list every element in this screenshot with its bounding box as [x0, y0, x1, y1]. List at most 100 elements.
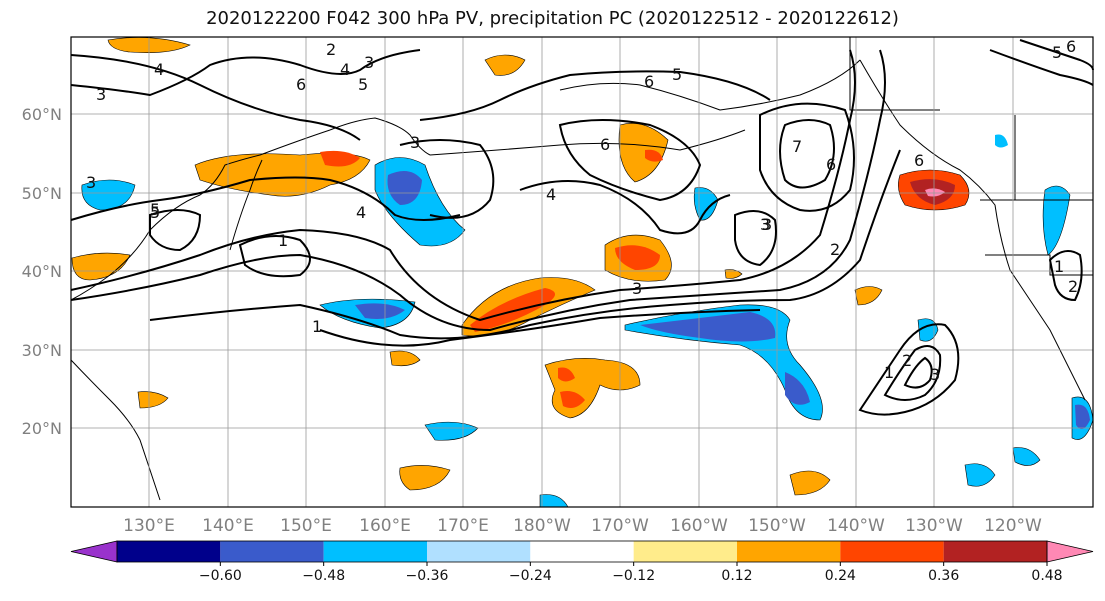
pv-contour [70, 176, 461, 221]
precip-patch [785, 372, 810, 405]
pv-label: 6 [600, 135, 610, 154]
coastline-japan [229, 159, 263, 251]
precip-patch [693, 187, 719, 221]
lon-label: 180°W [513, 516, 571, 536]
map-title: 2020122200 F042 300 hPa PV, precipitatio… [206, 8, 899, 29]
pv-label: 1 [312, 317, 322, 336]
coastlines [70, 59, 1086, 501]
pv-contour [558, 119, 702, 202]
pv-contours [70, 39, 1094, 416]
lat-label: 50°N [22, 184, 62, 203]
pv-contour [759, 102, 855, 212]
pv-label: 3 [410, 133, 420, 152]
pv-label: 2 [902, 351, 912, 370]
colorbar-segment [117, 541, 221, 562]
pv-label: 4 [340, 60, 350, 79]
colorbar-extend-max [1046, 540, 1094, 563]
lat-label: 20°N [22, 419, 62, 438]
pv-contour [238, 235, 311, 278]
precip-patch [640, 312, 776, 342]
pv-contour [419, 70, 771, 121]
pv-contour-labels: 2 3 4 6 5 3 4 5 6 5 6 4 6 7 6 3 5 4 3 3 … [86, 37, 1078, 384]
pv-label: 4 [356, 203, 366, 222]
pv-contour [1019, 39, 1094, 71]
pv-contour [1048, 250, 1083, 302]
coastline-east-asia [70, 359, 161, 501]
colorbar-frame [116, 540, 1048, 563]
coastline-alaska [559, 59, 861, 111]
pv-contour [70, 49, 856, 322]
colorbar-tick-label: −0.24 [509, 568, 552, 584]
pv-label: 6 [1066, 37, 1076, 56]
precip-patch [320, 150, 360, 167]
colorbar-tick-label: 0.24 [825, 568, 856, 584]
colorbar-tick-label: 0.36 [928, 568, 959, 584]
pv-contour [70, 49, 421, 97]
lat-label: 60°N [22, 105, 62, 124]
colorbar-extend-min [70, 540, 118, 563]
precip-patch [789, 470, 831, 496]
colorbar-tick-label: −0.12 [612, 568, 655, 584]
pv-label: 5 [672, 65, 682, 84]
colorbar-segment [943, 541, 1047, 562]
precip-patch [995, 134, 1008, 148]
colorbar-segment [737, 541, 841, 562]
lon-label: 120°W [984, 516, 1042, 536]
pv-label: 6 [296, 75, 306, 94]
coastline-kamchatka [329, 117, 431, 156]
colorbar-segment [530, 541, 634, 562]
pv-label: 5 [358, 75, 368, 94]
lon-label: 130°E [123, 516, 175, 536]
pv-label: 7 [792, 137, 802, 156]
pv-label: 5 [150, 203, 160, 222]
precip-patch [964, 463, 996, 487]
precip-patch [484, 54, 526, 76]
latitude-labels: 60°N 50°N 40°N 30°N 20°N [22, 105, 62, 438]
precip-patch [355, 303, 405, 319]
precip-patch [1012, 447, 1041, 466]
precip-patch [615, 245, 660, 270]
pv-contour [883, 345, 942, 401]
pv-label: 5 [150, 200, 160, 219]
pv-label: 1 [278, 231, 288, 250]
precip-patch [470, 288, 555, 332]
lon-label: 150°W [748, 516, 806, 536]
coastline-asia [70, 129, 331, 301]
colorbar: −0.60 −0.48 −0.36 −0.24 −0.12 0.12 0.24 0.36 0.4… [70, 540, 1094, 584]
pv-label: 2 [326, 40, 336, 59]
precip-patch [137, 391, 169, 409]
graticule [71, 37, 1093, 507]
lon-label: 140°W [827, 516, 885, 536]
colorbar-tick-label: −0.60 [199, 568, 242, 584]
pv-contour [70, 49, 886, 332]
lon-label: 130°W [905, 516, 963, 536]
precip-patch [71, 252, 131, 281]
pv-contour [70, 54, 361, 141]
precip-patch [618, 123, 669, 183]
colorbar-segment [633, 541, 737, 562]
precip-patch [558, 367, 575, 382]
pv-label: 1 [1054, 257, 1064, 276]
colorbar-tick-label: −0.48 [302, 568, 345, 584]
lon-label: 140°E [202, 516, 254, 536]
colorbar-segment [323, 541, 427, 562]
colorbar-tick-label: 0.12 [721, 568, 752, 584]
precip-patch [560, 391, 585, 408]
precip-patch [1042, 185, 1071, 256]
pv-label: 6 [826, 155, 836, 174]
lat-label: 30°N [22, 341, 62, 360]
pv-label: 3 [86, 173, 96, 192]
precip-patch [645, 149, 663, 162]
precip-patch [854, 286, 883, 306]
pv-label: 4 [546, 185, 556, 204]
pv-label: 3 [760, 215, 770, 234]
pv-label: 3 [632, 279, 642, 298]
pv-contour [319, 309, 761, 347]
pv-contour [149, 209, 202, 252]
lon-label: 170°E [437, 516, 489, 536]
precip-shading [71, 37, 1094, 508]
pv-contour [903, 356, 933, 389]
precip-patch [387, 171, 422, 205]
pv-contour [399, 139, 495, 219]
pv-contour [149, 149, 901, 340]
